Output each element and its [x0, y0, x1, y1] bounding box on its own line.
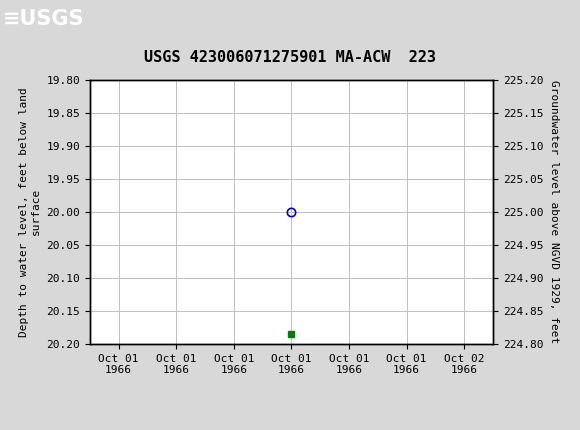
Y-axis label: Groundwater level above NGVD 1929, feet: Groundwater level above NGVD 1929, feet [549, 80, 559, 344]
Text: USGS 423006071275901 MA-ACW  223: USGS 423006071275901 MA-ACW 223 [144, 50, 436, 65]
Text: ≡USGS: ≡USGS [3, 9, 85, 29]
Y-axis label: Depth to water level, feet below land
surface: Depth to water level, feet below land su… [19, 87, 41, 337]
